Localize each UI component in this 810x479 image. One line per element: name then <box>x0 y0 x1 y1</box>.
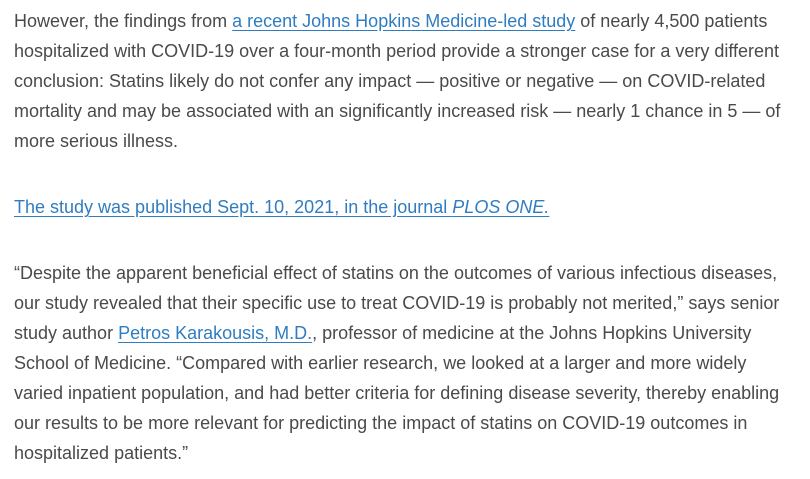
paragraph-study-findings-text-0: However, the findings from <box>14 11 233 31</box>
paragraph-author-quote-link[interactable]: Petros Karakousis, M.D. <box>118 323 313 343</box>
paragraph-publication-link[interactable]: The study was published Sept. 10, 2021, … <box>14 197 453 217</box>
paragraph-author-quote: “Despite the apparent beneficial effect … <box>14 258 794 468</box>
paragraph-author-quote-text-2: , professor of medicine at the Johns Hop… <box>14 323 780 463</box>
paragraph-study-findings-link[interactable]: a recent Johns Hopkins Medicine-led stud… <box>232 11 576 31</box>
paragraph-author-quote-text-0: “Despite the apparent beneficial effect … <box>14 263 780 343</box>
paragraph-study-findings: However, the findings from a recent John… <box>14 6 794 156</box>
paragraph-publication-link[interactable]: PLOS ONE. <box>452 197 550 217</box>
paragraph-study-findings-text-2: of nearly 4,500 patients hospitalized wi… <box>14 11 781 151</box>
paragraph-publication: The study was published Sept. 10, 2021, … <box>14 192 794 222</box>
